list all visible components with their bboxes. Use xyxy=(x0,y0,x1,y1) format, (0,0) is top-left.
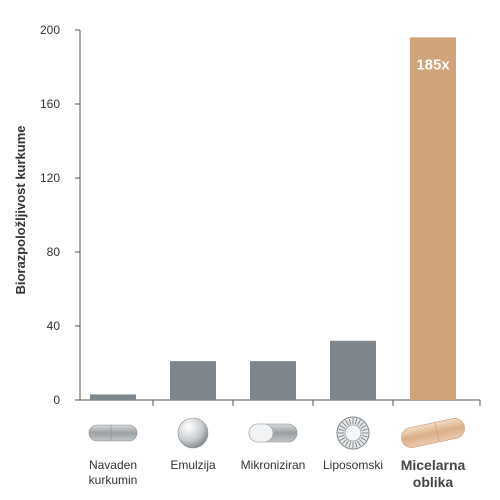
y-tick-group: 0 40 80 120 160 200 xyxy=(40,23,80,407)
capsule-tan-icon xyxy=(401,418,465,448)
category-label: kurkumin xyxy=(89,473,138,487)
category-label: Navaden xyxy=(89,458,137,472)
y-tick-label: 80 xyxy=(47,245,61,259)
bar-3 xyxy=(250,361,296,400)
bar-value-label: 185x xyxy=(416,56,450,73)
y-tick-label: 40 xyxy=(47,319,61,333)
capsule-white-gray-icon xyxy=(248,423,298,443)
y-tick-label: 200 xyxy=(40,23,60,37)
y-tick-label: 120 xyxy=(40,171,60,185)
category-icon-group xyxy=(88,416,465,450)
bar-4 xyxy=(330,340,376,400)
bar-group: 185x xyxy=(90,37,481,406)
sphere-icon xyxy=(177,417,209,449)
bar-1 xyxy=(90,394,136,400)
liposome-icon xyxy=(336,416,370,450)
y-axis-title: Biorazpoložljivost kurkume xyxy=(13,125,28,294)
y-tick-label: 160 xyxy=(40,97,60,111)
capsule-gray-icon xyxy=(88,424,138,442)
category-label: Micelarna xyxy=(401,457,466,473)
category-label: Emulzija xyxy=(170,458,216,472)
category-label: Liposomski xyxy=(323,458,383,472)
y-axis: 0 40 80 120 160 200 Biorazpoložljivost kurkum… xyxy=(13,23,81,407)
bar-5 xyxy=(410,37,456,401)
category-label: Mikroniziran xyxy=(241,458,306,472)
bar-2 xyxy=(170,361,216,400)
category-label: oblika xyxy=(413,474,454,490)
y-tick-label: 0 xyxy=(53,393,60,407)
